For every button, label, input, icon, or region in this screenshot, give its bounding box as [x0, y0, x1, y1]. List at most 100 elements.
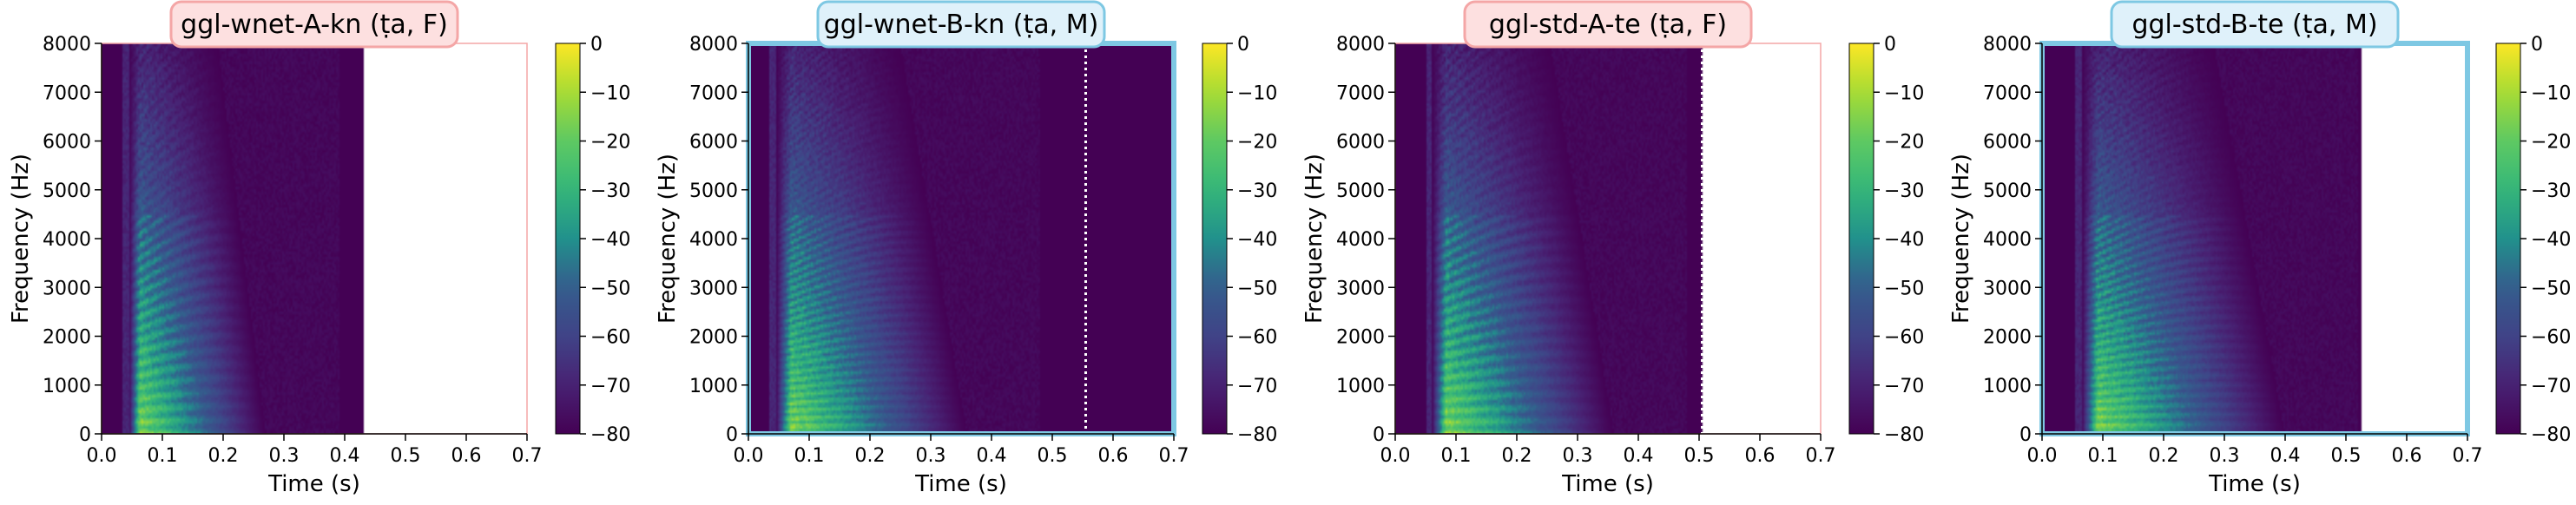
x-tick-label: 0.3 [269, 445, 300, 467]
colorbar-tick-label: −70 [1884, 376, 1924, 397]
y-axis-label: Frequency (Hz) [8, 154, 34, 324]
x-tick-label: 0.3 [916, 445, 946, 467]
x-tick-label: 0.7 [1806, 445, 1836, 467]
y-tick-label: 4000 [1336, 229, 1385, 251]
y-tick-label: 8000 [1983, 34, 2032, 56]
panel-ggl-std-b-te: Time (s) Frequency (Hz) 0.0 0.1 0.2 0.3 0.4 0… [1948, 0, 2571, 497]
colorbar-tick-label: −20 [1884, 132, 1924, 154]
x-tick-label: 0.0 [2027, 445, 2058, 467]
x-tick-label: 0.0 [87, 445, 117, 467]
colorbar-tick-label: −60 [590, 327, 630, 349]
y-tick-label: 6000 [689, 132, 738, 154]
y-tick-label: 4000 [1983, 229, 2032, 251]
panel-title: ggl-wnet-B-kn (ṭa, M) [824, 10, 1099, 40]
y-tick-label: 7000 [43, 82, 91, 104]
y-tick-label: 5000 [43, 180, 91, 202]
y-tick-label: 2000 [689, 327, 738, 349]
panel-title-box [2110, 0, 2400, 49]
colorbar-tick-label: −80 [590, 424, 630, 446]
colorbar-tick-label: −50 [1237, 278, 1277, 299]
spectrogram-image [748, 43, 1174, 434]
x-tick-label: 0.1 [1441, 445, 1472, 467]
y-tick-label: 0 [1373, 424, 1385, 446]
spectrogram-image [1395, 43, 1821, 434]
colorbar-tick-label: −30 [590, 180, 630, 202]
colorbar-tick-label: 0 [1237, 34, 1249, 56]
y-tick-label: 4000 [43, 229, 91, 251]
x-tick-label: 0.7 [1159, 445, 1189, 467]
x-tick-label: 0.6 [451, 445, 482, 467]
colorbar-tick-label: −60 [1237, 327, 1277, 349]
y-axis-label: Frequency (Hz) [1301, 154, 1328, 324]
x-tick-label: 0.3 [2210, 445, 2240, 467]
spectrogram-image [2042, 43, 2467, 434]
y-tick-label: 7000 [689, 82, 738, 104]
colorbar-tick-label: −50 [2531, 278, 2571, 299]
panel-title: ggl-std-B-te (ṭa, M) [2131, 10, 2377, 40]
y-tick-label: 1000 [689, 376, 738, 397]
colorbar-tick-label: −10 [1237, 82, 1277, 104]
y-tick-label: 0 [79, 424, 91, 446]
x-tick-label: 0.4 [1624, 445, 1654, 467]
panel-title: ggl-std-A-te (ṭa, F) [1489, 10, 1727, 40]
x-tick-label: 0.6 [1745, 445, 1776, 467]
colorbar-tick-label: −40 [1884, 229, 1924, 251]
colorbar-tick-label: −30 [1884, 180, 1924, 202]
x-tick-label: 0.6 [1098, 445, 1129, 467]
y-tick-label: 3000 [1983, 278, 2032, 299]
x-tick-label: 0.4 [330, 445, 360, 467]
y-tick-label: 5000 [1336, 180, 1385, 202]
x-axis-label: Time (s) [267, 471, 360, 497]
x-tick-label: 0.0 [1380, 445, 1411, 467]
panel-ggl-wnet-a-kn: Time (s) Frequency (Hz) 0.0 0.1 0.2 0.3 0.4 0… [8, 0, 630, 497]
x-tick-label: 0.2 [208, 445, 239, 467]
panel-title-box [169, 0, 459, 49]
x-tick-label: 0.1 [2088, 445, 2118, 467]
colorbar-tick-label: −70 [590, 376, 630, 397]
x-tick-label: 0.4 [977, 445, 1007, 467]
y-tick-label: 5000 [1983, 180, 2032, 202]
x-tick-label: 0.0 [734, 445, 764, 467]
x-tick-label: 0.2 [1502, 445, 1532, 467]
colorbar-tick-label: −50 [590, 278, 630, 299]
y-tick-label: 8000 [1336, 34, 1385, 56]
colorbar-tick-label: 0 [590, 34, 603, 56]
y-tick-label: 5000 [689, 180, 738, 202]
colorbar-tick-label: −80 [1884, 424, 1924, 446]
x-tick-label: 0.3 [1563, 445, 1593, 467]
colorbar-tick-label: −40 [590, 229, 630, 251]
colorbar-tick-label: −20 [590, 132, 630, 154]
panel-title-box [816, 0, 1106, 49]
colorbar-tick-label: −50 [1884, 278, 1924, 299]
colorbar [1848, 43, 1874, 435]
x-tick-label: 0.2 [2149, 445, 2179, 467]
y-tick-label: 6000 [1983, 132, 2032, 154]
colorbar-tick-label: −10 [590, 82, 630, 104]
y-tick-label: 2000 [1336, 327, 1385, 349]
panel-title: ggl-wnet-A-kn (ṭa, F) [181, 10, 448, 40]
colorbar [555, 43, 581, 435]
y-tick-label: 2000 [1983, 327, 2032, 349]
x-tick-label: 0.5 [1038, 445, 1068, 467]
y-tick-label: 3000 [1336, 278, 1385, 299]
y-axis-label: Frequency (Hz) [1948, 154, 1974, 324]
colorbar-tick-label: −20 [2531, 132, 2571, 154]
colorbar-tick-label: −10 [1884, 82, 1924, 104]
x-axis-label: Time (s) [2208, 471, 2301, 497]
colorbar-tick-label: −30 [2531, 180, 2571, 202]
panel-ggl-wnet-b-kn: Time (s) Frequency (Hz) 0.0 0.1 0.2 0.3 0.4 0… [655, 0, 1277, 497]
colorbar-tick-label: −60 [1884, 327, 1924, 349]
x-tick-label: 0.7 [512, 445, 543, 467]
spectrogram-image [102, 43, 527, 434]
colorbar-tick-label: −60 [2531, 327, 2571, 349]
colorbar-tick-label: 0 [1884, 34, 1896, 56]
x-tick-label: 0.5 [391, 445, 421, 467]
panel-ggl-std-a-te: Time (s) Frequency (Hz) 0.0 0.1 0.2 0.3 0.4 0… [1301, 0, 1924, 497]
colorbar [1202, 43, 1228, 435]
panel-title-box [1463, 0, 1753, 49]
y-tick-label: 7000 [1983, 82, 2032, 104]
colorbar-tick-label: −80 [2531, 424, 2571, 446]
x-axis-label: Time (s) [914, 471, 1007, 497]
x-tick-label: 0.2 [855, 445, 886, 467]
